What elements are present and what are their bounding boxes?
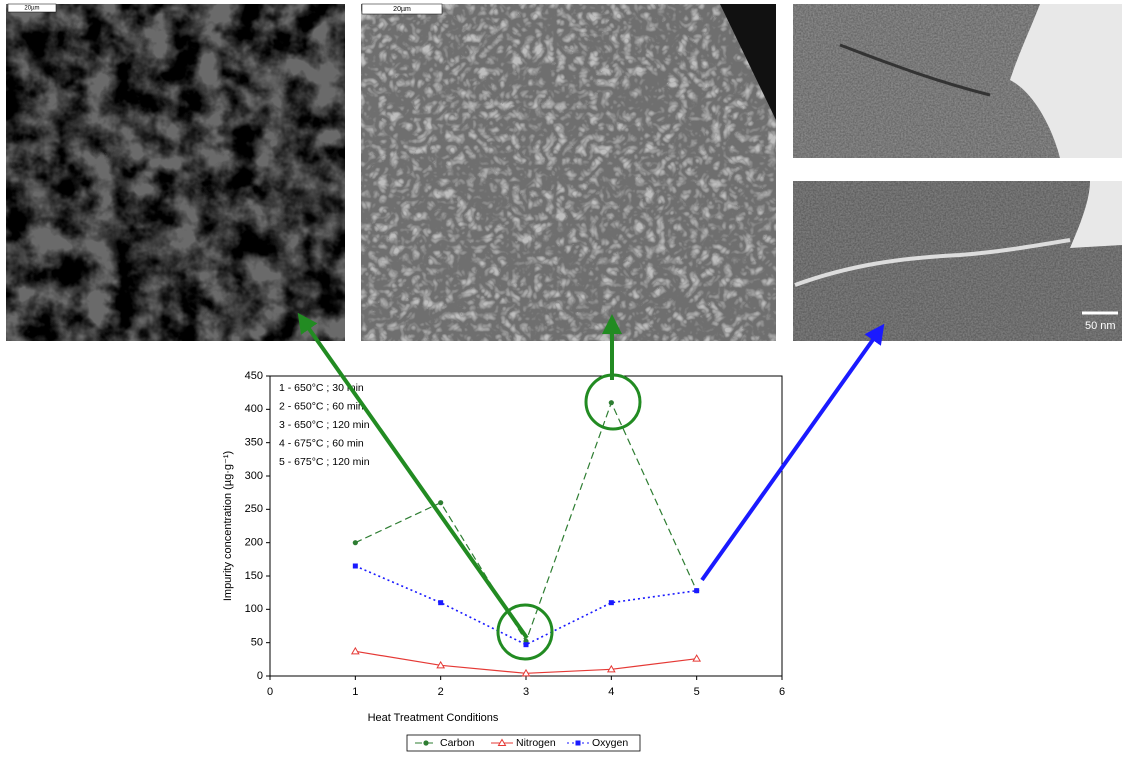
annotation: 4 - 675°C ; 60 min — [279, 437, 364, 449]
page: {"figure": {"scale_labels": ["20µm", "20… — [0, 0, 1122, 760]
y-tick-label: 100 — [245, 603, 263, 615]
legend-label: Nitrogen — [516, 737, 556, 749]
point — [353, 564, 358, 569]
y-tick-label: 350 — [245, 437, 263, 449]
point — [609, 400, 614, 405]
y-tick-label: 50 — [251, 637, 263, 649]
annotation: 5 - 675°C ; 120 min — [279, 456, 370, 468]
x-tick-label: 6 — [779, 686, 785, 698]
micrographs: 20µm 20µm 50 nm — [6, 4, 1122, 341]
y-tick-label: 300 — [245, 470, 263, 482]
point — [694, 588, 699, 593]
sem-texture — [361, 4, 776, 341]
point — [438, 500, 443, 505]
point — [524, 642, 529, 647]
annotation: 3 - 650°C ; 120 min — [279, 419, 370, 431]
x-tick-label: 3 — [523, 686, 529, 698]
annotation: 2 - 650°C ; 60 min — [279, 400, 364, 412]
legend-marker — [576, 741, 581, 746]
legend-marker — [423, 740, 428, 745]
y-tick-label: 450 — [245, 370, 263, 382]
scale-label: 50 nm — [1085, 320, 1116, 332]
y-tick-label: 200 — [245, 537, 263, 549]
x-tick-label: 0 — [267, 686, 273, 698]
scale-label: 20µm — [393, 6, 411, 13]
point — [438, 600, 443, 605]
x-tick-label: 1 — [352, 686, 358, 698]
y-tick-label: 250 — [245, 503, 263, 515]
y-tick-label: 400 — [245, 403, 263, 415]
point — [609, 600, 614, 605]
tem-texture — [793, 181, 1122, 341]
sem-texture — [6, 4, 345, 341]
scale-label: 20µm — [24, 6, 39, 12]
point — [353, 540, 358, 545]
y-axis-title: Impurity concentration (µg·g⁻¹) — [222, 451, 234, 601]
legend-items: Carbon Nitrogen Oxygen — [415, 737, 628, 749]
y-tick-label: 0 — [257, 670, 263, 682]
legend-label: Oxygen — [592, 737, 628, 749]
x-tick-label: 4 — [608, 686, 614, 698]
figure: 20µm 20µm 50 nm 050100150200250300350400… — [0, 0, 1122, 755]
x-tick-label: 5 — [694, 686, 700, 698]
y-tick-label: 150 — [245, 570, 263, 582]
x-axis-title: Heat Treatment Conditions — [368, 712, 499, 724]
legend-label: Carbon — [440, 737, 475, 749]
x-tick-label: 2 — [438, 686, 444, 698]
